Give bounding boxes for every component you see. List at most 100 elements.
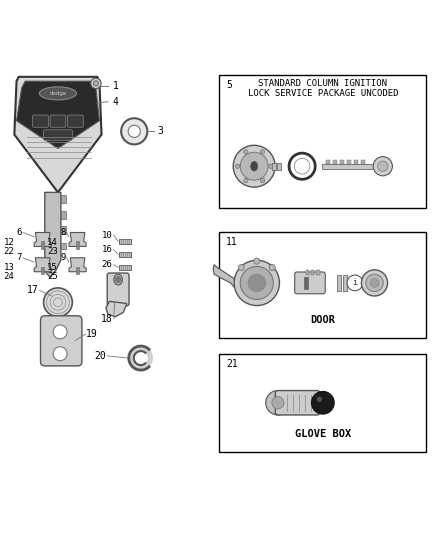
Text: STANDARD COLUMN IGNITION
LOCK SERVICE PACKAGE UNCODED: STANDARD COLUMN IGNITION LOCK SERVICE PA… (247, 79, 398, 99)
FancyBboxPatch shape (43, 130, 72, 140)
Bar (272, 163, 276, 169)
Circle shape (234, 260, 279, 305)
Text: DOOR: DOOR (311, 316, 336, 325)
Text: i: i (353, 278, 357, 287)
Bar (41, 241, 44, 249)
Bar (304, 277, 308, 288)
Text: 6: 6 (17, 228, 22, 237)
Text: 22: 22 (4, 247, 14, 256)
Bar (76, 266, 79, 274)
Text: 1: 1 (113, 80, 118, 91)
Text: 20: 20 (94, 351, 106, 361)
Text: 25: 25 (47, 272, 58, 281)
Circle shape (134, 351, 148, 365)
Bar (343, 275, 346, 290)
Text: 12: 12 (4, 238, 14, 247)
Polygon shape (119, 239, 131, 244)
Circle shape (240, 266, 273, 300)
Text: GLOVE BOX: GLOVE BOX (295, 429, 351, 439)
Bar (306, 270, 309, 275)
Circle shape (266, 391, 290, 415)
Circle shape (294, 158, 310, 174)
Text: 19: 19 (86, 329, 98, 339)
Circle shape (347, 275, 363, 290)
Circle shape (248, 274, 265, 292)
Bar (219, 232, 427, 338)
Circle shape (121, 118, 147, 144)
Circle shape (311, 391, 334, 414)
Bar (61, 196, 66, 203)
FancyBboxPatch shape (295, 272, 325, 294)
Bar (347, 160, 351, 164)
Polygon shape (106, 301, 127, 317)
Circle shape (240, 152, 268, 180)
Ellipse shape (114, 274, 123, 285)
Text: 18: 18 (101, 314, 113, 324)
Polygon shape (69, 258, 86, 272)
Text: dodge: dodge (49, 91, 67, 96)
FancyBboxPatch shape (40, 316, 82, 366)
Text: 11: 11 (226, 237, 237, 247)
Text: 24: 24 (4, 272, 14, 281)
FancyBboxPatch shape (67, 115, 83, 127)
Bar (311, 270, 314, 275)
FancyBboxPatch shape (276, 391, 320, 415)
Bar (61, 226, 66, 234)
Text: 10: 10 (102, 231, 113, 240)
Circle shape (244, 179, 248, 183)
Circle shape (235, 164, 240, 168)
Circle shape (115, 277, 121, 282)
Polygon shape (119, 265, 131, 270)
Polygon shape (119, 252, 131, 257)
Text: 26: 26 (102, 260, 113, 269)
Bar (254, 154, 269, 179)
Circle shape (289, 153, 315, 179)
Text: 14: 14 (47, 238, 58, 247)
Polygon shape (14, 77, 102, 192)
Polygon shape (69, 232, 86, 246)
Circle shape (269, 264, 275, 271)
Ellipse shape (39, 87, 77, 100)
Text: 9: 9 (60, 253, 66, 262)
Circle shape (53, 347, 67, 361)
Circle shape (53, 325, 67, 339)
Circle shape (238, 264, 244, 271)
Circle shape (373, 157, 392, 176)
Polygon shape (45, 192, 61, 277)
Text: 21: 21 (226, 359, 237, 369)
Bar (277, 163, 281, 169)
Bar (219, 75, 427, 208)
Text: 8: 8 (60, 228, 66, 237)
Bar (316, 270, 320, 275)
Bar (354, 160, 358, 164)
FancyBboxPatch shape (33, 115, 48, 127)
Bar (41, 266, 44, 274)
Text: 7: 7 (17, 253, 22, 262)
Circle shape (378, 161, 388, 172)
Circle shape (93, 80, 99, 86)
Bar (361, 160, 365, 164)
Polygon shape (34, 232, 51, 246)
Bar (76, 241, 79, 249)
Text: 16: 16 (102, 245, 113, 254)
Circle shape (366, 274, 383, 292)
FancyBboxPatch shape (107, 273, 129, 306)
Circle shape (233, 146, 275, 187)
Bar (61, 243, 66, 249)
Polygon shape (34, 258, 51, 272)
Polygon shape (213, 264, 234, 287)
Circle shape (268, 164, 273, 168)
Bar (322, 164, 374, 169)
Circle shape (128, 125, 140, 138)
Text: 23: 23 (47, 247, 58, 256)
Circle shape (91, 78, 101, 88)
Text: 5: 5 (226, 80, 232, 90)
Text: 3: 3 (157, 126, 163, 136)
Circle shape (260, 179, 265, 183)
Circle shape (370, 279, 379, 287)
Ellipse shape (251, 161, 258, 171)
Text: 17: 17 (27, 286, 38, 295)
FancyBboxPatch shape (50, 115, 66, 127)
Circle shape (272, 397, 284, 409)
Text: 4: 4 (113, 96, 118, 107)
